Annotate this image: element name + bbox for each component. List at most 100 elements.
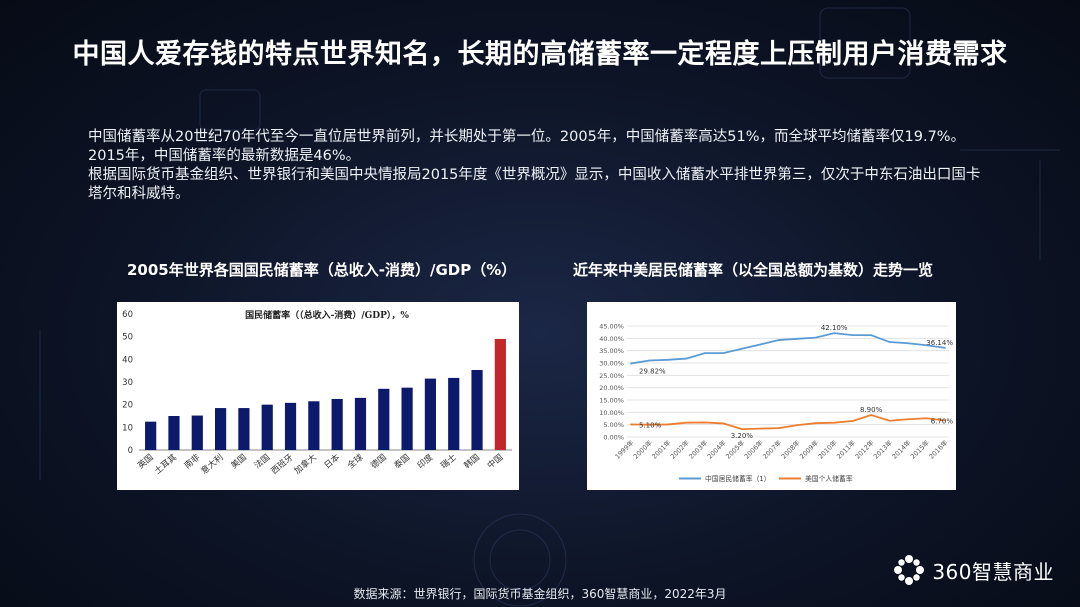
data-point xyxy=(944,346,946,349)
y-tick-label: 30.00% xyxy=(599,360,624,368)
data-point xyxy=(833,421,836,424)
data-point xyxy=(870,334,873,337)
data-point xyxy=(944,419,946,422)
data-label: 29.82% xyxy=(639,367,666,375)
x-tick-label: 土耳其 xyxy=(152,452,179,477)
bar-chart-title: 2005年世界各国国民储蓄率（总收入-消费）/GDP（%） xyxy=(127,261,517,279)
intro-text: 中国储蓄率从20世纪70年代至今一直位居世界前列，并长期处于第一位。2005年，… xyxy=(88,128,988,204)
x-tick-label: 2000年 xyxy=(631,438,654,461)
x-tick-label: 印度 xyxy=(415,452,435,472)
x-tick-label: 2007年 xyxy=(761,438,784,461)
x-tick-label: 2011年 xyxy=(834,438,857,461)
y-tick-label: 25.00% xyxy=(599,372,624,380)
data-point xyxy=(722,422,725,425)
data-point xyxy=(740,428,743,431)
x-tick-label: 中国 xyxy=(485,452,505,471)
data-point xyxy=(796,424,799,427)
intro-paragraph-1: 中国储蓄率从20世纪70年代至今一直位居世界前列，并长期处于第一位。2005年，… xyxy=(88,129,966,164)
series-line-china xyxy=(630,332,946,365)
x-tick-label: 2016年 xyxy=(927,438,950,461)
x-tick-label: 2002年 xyxy=(668,438,691,461)
bar xyxy=(494,338,506,450)
x-tick-label: 2012年 xyxy=(853,438,876,461)
x-tick-label: 2014年 xyxy=(890,438,913,461)
y-tick-label: 10 xyxy=(122,423,133,433)
y-tick-label: 50 xyxy=(122,333,133,343)
bar xyxy=(401,387,413,450)
bar xyxy=(448,377,460,450)
data-point xyxy=(740,347,743,350)
bar xyxy=(308,401,320,450)
x-tick-label: 西班牙 xyxy=(269,452,296,477)
data-point xyxy=(925,417,928,420)
legend-label: 中国居民储蓄率（1） xyxy=(705,474,771,483)
y-tick-label: 0 xyxy=(128,446,133,456)
x-tick-label: 美国 xyxy=(229,452,249,471)
data-point xyxy=(667,358,669,361)
y-tick-label: 20 xyxy=(122,401,133,411)
legend-label: 美国个人储蓄率 xyxy=(805,474,853,483)
data-label: 3.20% xyxy=(731,432,754,440)
x-tick-label: 2006年 xyxy=(742,438,765,461)
bar xyxy=(471,369,483,450)
y-tick-label: 45.00% xyxy=(599,323,624,331)
bar xyxy=(284,402,297,450)
data-label: 6.70% xyxy=(931,417,954,425)
bar-chart-panel: 国民储蓄率（（总收入-消费）/GDP），% 0 10 20 30 40 50 60 英国 土耳其南… xyxy=(117,302,519,490)
bar xyxy=(191,415,203,450)
data-point xyxy=(630,423,632,426)
data-point xyxy=(648,423,651,426)
flower-dots-icon xyxy=(894,555,925,585)
data-point xyxy=(648,359,651,362)
x-tick-label: 日本 xyxy=(322,452,342,472)
x-tick-label: 2010年 xyxy=(816,438,839,461)
series-line-us xyxy=(630,414,946,431)
data-label: 36.14% xyxy=(926,339,953,347)
data-point xyxy=(851,420,854,422)
data-point xyxy=(870,414,873,416)
data-label: 5.10% xyxy=(639,421,662,429)
y-tick-label: 15.00% xyxy=(599,397,624,405)
y-tick-label: 60 xyxy=(122,310,133,320)
bar-chart: 国民储蓄率（（总收入-消费）/GDP），%0102030405060英国土耳其南… xyxy=(122,309,512,477)
x-tick-label: 2008年 xyxy=(779,438,802,461)
data-point xyxy=(814,336,817,339)
x-tick-label: 2015年 xyxy=(908,438,931,461)
data-label: 42.10% xyxy=(821,324,848,332)
data-point xyxy=(759,427,762,430)
bar xyxy=(145,421,157,450)
bar xyxy=(168,416,180,450)
data-point xyxy=(907,342,909,345)
brand-logo: 360智慧商业 xyxy=(892,553,1054,587)
x-tick-label: 2001年 xyxy=(650,438,673,461)
line-chart: 0.00% 5.00% 10.00% 15.00% 20.00% 25.00% 30.00%… xyxy=(599,323,954,484)
x-tick-label: 泰国 xyxy=(392,452,412,471)
line-chart-panel: 0.00% 5.00% 10.00% 15.00% 20.00% 25.00% 30.00%… xyxy=(587,302,956,490)
x-tick-label: 2003年 xyxy=(687,438,710,461)
x-tick-label: 德国 xyxy=(369,452,389,471)
bar-chart-inner-title: 国民储蓄率（（总收入-消费）/GDP），% xyxy=(245,309,409,321)
y-tick-label: 35.00% xyxy=(599,347,624,355)
data-point xyxy=(703,352,706,355)
bar xyxy=(424,378,437,450)
y-tick-label: 40 xyxy=(122,355,133,365)
y-tick-label: 0.00% xyxy=(603,434,624,442)
data-point xyxy=(796,337,799,340)
data-point xyxy=(685,357,688,360)
y-tick-label: 5.00% xyxy=(603,421,624,429)
bar xyxy=(378,388,390,450)
data-point xyxy=(722,352,725,355)
logo-text: 360智慧商业 xyxy=(932,559,1054,584)
y-tick-label: 20.00% xyxy=(599,384,624,392)
data-point xyxy=(833,332,836,335)
x-tick-label: 2009年 xyxy=(797,438,820,461)
data-point xyxy=(667,423,669,426)
x-tick-label: 瑞士 xyxy=(439,452,459,472)
data-point xyxy=(907,418,909,421)
data-point xyxy=(851,334,854,337)
data-point xyxy=(814,422,817,425)
bar xyxy=(261,404,273,450)
x-tick-label: 加拿大 xyxy=(292,452,319,477)
data-point xyxy=(888,341,891,343)
x-tick-label: 2013年 xyxy=(871,438,894,461)
